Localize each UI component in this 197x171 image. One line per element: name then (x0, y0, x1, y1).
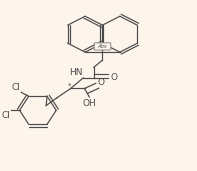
FancyBboxPatch shape (94, 43, 111, 50)
Text: Abs: Abs (98, 44, 107, 49)
Text: O: O (111, 73, 118, 82)
Text: OH: OH (83, 99, 97, 108)
Text: Cl: Cl (12, 83, 21, 92)
Text: Cl: Cl (1, 111, 10, 120)
Text: *: * (68, 82, 71, 88)
Text: HN: HN (69, 68, 82, 77)
Text: O: O (98, 78, 105, 87)
